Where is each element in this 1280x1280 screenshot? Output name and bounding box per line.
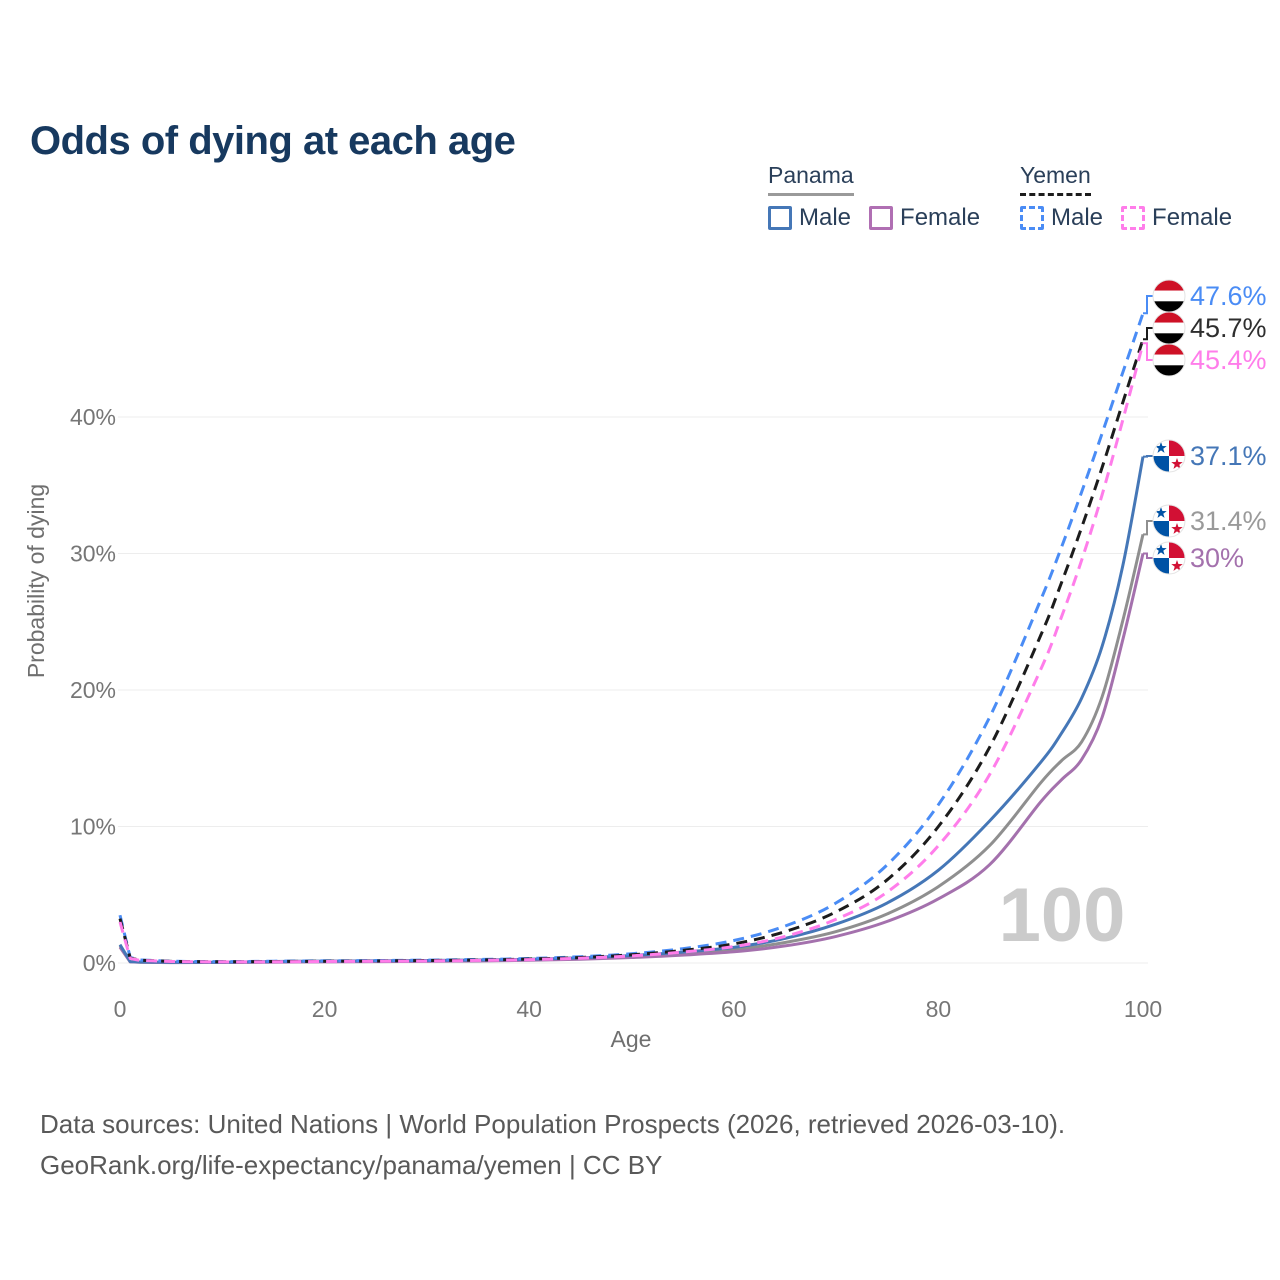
end-value-label-panama-male: 37.1% <box>1190 441 1267 471</box>
yemen-flag-icon <box>1153 280 1185 312</box>
end-value-label-yemen-male: 47.6% <box>1190 281 1267 311</box>
y-tick-label: 10% <box>70 814 116 840</box>
legend-item-yemen-male[interactable]: Male <box>1020 204 1103 232</box>
legend-label: Male <box>1051 204 1104 231</box>
legend-group-panama: Panama Male Female <box>768 162 980 232</box>
series-line-panama-female <box>118 553 1145 965</box>
yemen-male-checkbox[interactable] <box>1020 206 1044 230</box>
yemen-female-checkbox[interactable] <box>1121 206 1146 230</box>
end-value-label-yemen-female: 45.4% <box>1190 345 1267 375</box>
legend-item-panama-male[interactable]: Male <box>768 204 851 232</box>
x-tick-label: 40 <box>516 996 542 1022</box>
label-connector-panama-male <box>1143 455 1153 458</box>
legend-item-panama-female[interactable]: Female <box>869 204 980 232</box>
legend-group-yemen: Yemen Male Female <box>1020 162 1232 232</box>
footer-url-line: GeoRank.org/life-expectancy/panama/yemen… <box>40 1150 663 1180</box>
x-tick-label: 100 <box>1124 996 1162 1022</box>
y-tick-label: 40% <box>70 404 116 430</box>
x-tick-label: 0 <box>114 996 127 1022</box>
legend-label: Female <box>900 204 981 231</box>
footer-source-line: Data sources: United Nations | World Pop… <box>40 1109 1066 1139</box>
x-tick-label: 60 <box>721 996 747 1022</box>
end-value-label-panama-female: 30% <box>1190 543 1244 573</box>
y-tick-label: 0% <box>83 950 116 976</box>
footer: Data sources: United Nations | World Pop… <box>40 1104 1065 1186</box>
page-title: Odds of dying at each age <box>30 118 516 163</box>
yemen-flag-icon <box>1153 312 1185 344</box>
series-line-yemen-total <box>118 338 1145 964</box>
x-tick-label: 20 <box>312 996 338 1022</box>
legend-country-panama[interactable]: Panama <box>768 162 854 196</box>
series-line-panama-male <box>118 456 1145 964</box>
legend-country-yemen[interactable]: Yemen <box>1020 162 1091 196</box>
label-connector-panama-total <box>1143 520 1153 536</box>
x-tick-label: 80 <box>926 996 952 1022</box>
series-line-yemen-female <box>118 342 1145 964</box>
series-line-yemen-male <box>118 312 1145 964</box>
y-tick-label: 20% <box>70 677 116 703</box>
end-value-label-panama-total: 31.4% <box>1190 506 1267 536</box>
age-counter-watermark: 100 <box>999 873 1126 958</box>
label-connector-panama-female <box>1143 552 1153 559</box>
panama-flag-icon <box>1153 505 1185 537</box>
label-connector-yemen-total <box>1143 327 1153 341</box>
label-connector-yemen-female <box>1143 342 1153 361</box>
legend-label: Male <box>799 204 852 231</box>
x-axis-title: Age <box>611 1026 652 1052</box>
legend-item-yemen-female[interactable]: Female <box>1121 204 1232 232</box>
end-value-label-yemen-total: 45.7% <box>1190 313 1267 343</box>
y-tick-label: 30% <box>70 541 116 567</box>
panama-female-checkbox[interactable] <box>869 206 894 230</box>
panama-flag-icon <box>1153 542 1185 574</box>
label-connector-yemen-male <box>1143 295 1153 315</box>
y-axis-title: Probability of dying <box>23 484 49 678</box>
panama-flag-icon <box>1153 440 1185 472</box>
legend-label: Female <box>1152 204 1233 231</box>
yemen-flag-icon <box>1153 344 1185 376</box>
panama-male-checkbox[interactable] <box>768 206 792 230</box>
